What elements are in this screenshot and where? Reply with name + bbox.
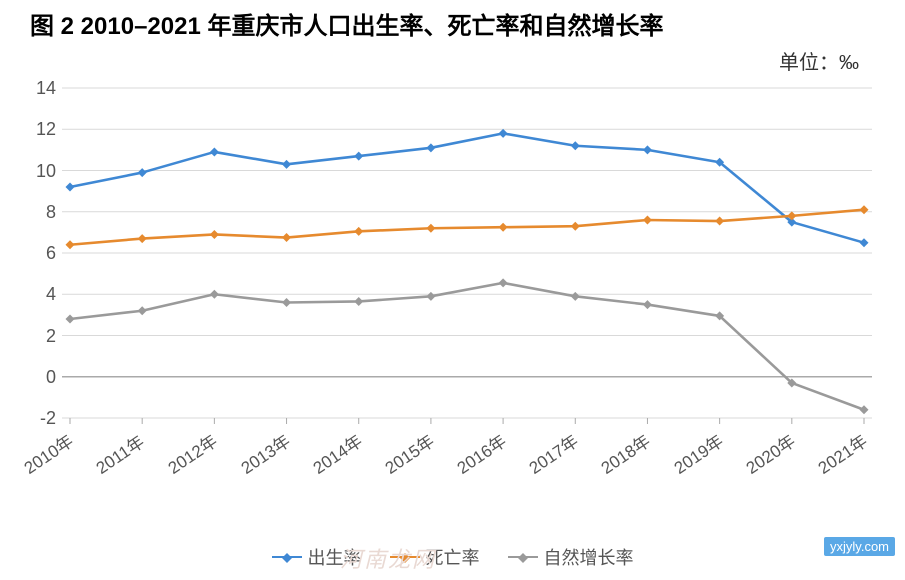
series-marker (66, 183, 75, 192)
xtick-label: 2017年 (523, 427, 582, 478)
legend: 出生率死亡率自然增长率 (0, 542, 905, 570)
series-marker (138, 168, 147, 177)
series-marker (354, 152, 363, 161)
series-marker (426, 224, 435, 233)
ytick-label: 8 (6, 202, 56, 223)
series-marker (138, 306, 147, 315)
watermark-badge: yxjyly.com (824, 537, 895, 556)
series-marker (571, 292, 580, 301)
xtick-label: 2013年 (235, 427, 294, 478)
series-marker (499, 278, 508, 287)
series-marker (210, 290, 219, 299)
series-marker (66, 315, 75, 324)
ytick-label: 4 (6, 284, 56, 305)
series-marker (66, 240, 75, 249)
series-marker (643, 300, 652, 309)
series-marker (282, 160, 291, 169)
series-marker (571, 222, 580, 231)
series-marker (282, 298, 291, 307)
line-chart (62, 88, 872, 418)
ytick-label: 10 (6, 161, 56, 182)
xtick-label: 2010年 (18, 427, 77, 478)
series-marker (860, 405, 869, 414)
ytick-label: 12 (6, 119, 56, 140)
series-marker (282, 233, 291, 242)
legend-item: 自然增长率 (508, 544, 634, 570)
series-marker (210, 147, 219, 156)
series-marker (860, 205, 869, 214)
chart-title: 图 2 2010–2021 年重庆市人口出生率、死亡率和自然增长率 (30, 6, 663, 41)
xtick-label: 2020年 (740, 427, 799, 478)
series-marker (643, 145, 652, 154)
ytick-label: 14 (6, 78, 56, 99)
chart-area: -2 0 2 4 6 8 10 12 14 2010年 2011年 2012年 2013年 2014年 2… (0, 78, 905, 538)
legend-marker-icon (282, 553, 292, 563)
xtick-label: 2015年 (379, 427, 438, 478)
xtick-label: 2012年 (162, 427, 221, 478)
legend-label: 自然增长率 (544, 544, 634, 570)
xtick-label: 2016年 (451, 427, 510, 478)
series-marker (426, 292, 435, 301)
xtick-label: 2018年 (595, 427, 654, 478)
series-line (70, 283, 864, 410)
legend-line-icon (272, 556, 302, 558)
legend-line-icon (508, 556, 538, 558)
series-line (70, 210, 864, 245)
series-marker (499, 129, 508, 138)
series-marker (499, 223, 508, 232)
series-marker (426, 143, 435, 152)
watermark-text: 河南龙网 (340, 542, 436, 574)
xtick-label: 2011年 (90, 428, 148, 479)
xtick-label: 2019年 (668, 427, 727, 478)
xtick-label: 2014年 (307, 427, 366, 478)
series-marker (643, 216, 652, 225)
chart-unit: 单位：‰ (779, 46, 859, 75)
legend-marker-icon (518, 553, 528, 563)
series-marker (354, 297, 363, 306)
series-marker (354, 227, 363, 236)
series-marker (860, 238, 869, 247)
series-marker (138, 234, 147, 243)
ytick-label: 0 (6, 367, 56, 388)
series-marker (571, 141, 580, 150)
ytick-label: 6 (6, 243, 56, 264)
ytick-label: 2 (6, 326, 56, 347)
series-marker (715, 217, 724, 226)
series-marker (210, 230, 219, 239)
series-line (70, 133, 864, 242)
ytick-label: -2 (6, 408, 56, 429)
xtick-label: 2021年 (812, 427, 871, 478)
